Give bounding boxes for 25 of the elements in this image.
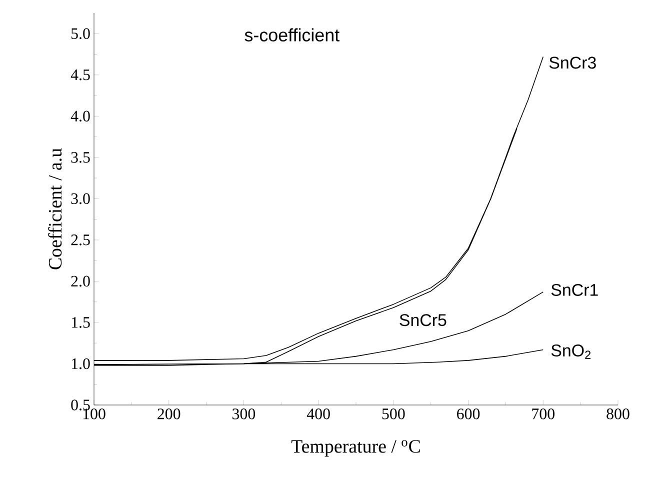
text: s-coefficient: [244, 28, 340, 42]
x-tick-label: 400: [306, 408, 330, 420]
y-axis-title: Coefficient / a.u: [48, 148, 62, 270]
y-tick-label: 5.0: [71, 28, 90, 40]
x-tick-label: 500: [382, 408, 405, 420]
x-tick-label: 100: [83, 408, 106, 420]
x-tick-label: 700: [532, 408, 554, 420]
y-tick-label: 3.0: [71, 193, 90, 204]
x-tick-label: 300: [232, 408, 256, 420]
series-label: SnCr1: [551, 284, 598, 296]
y-tick-label: 1.0: [72, 358, 90, 370]
y-tick-label: 1.5: [72, 317, 90, 328]
x-axis-title: Temperature / $^{o}$C: [291, 440, 420, 457]
series-label: SnCr3: [549, 56, 596, 69]
y-tick-label: 4.0: [70, 110, 90, 122]
series-label: SnO$_{2}$: [551, 344, 591, 359]
y-tick-label: 3.5: [71, 152, 90, 163]
y-tick-label: 4.5: [70, 70, 90, 80]
y-tick-label: 0.5: [71, 400, 90, 410]
y-tick-label: 2.0: [71, 276, 90, 287]
x-tick-label: 800: [606, 408, 630, 420]
x-tick-label: 200: [158, 408, 180, 420]
series-label: SnCr5: [400, 314, 446, 326]
y-tick-label: 2.5: [71, 234, 90, 246]
x-tick-label: 600: [457, 408, 480, 420]
